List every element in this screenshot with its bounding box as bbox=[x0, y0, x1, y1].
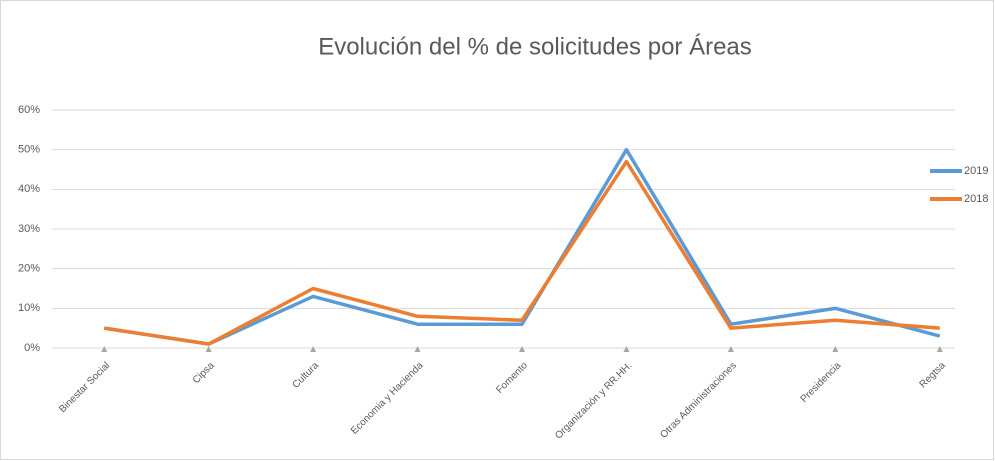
tick-marker bbox=[310, 346, 317, 352]
tick-marker bbox=[832, 346, 839, 352]
legend-label: 2019 bbox=[964, 165, 988, 177]
chart-title: Evolución del % de solicitudes por Áreas bbox=[318, 33, 752, 60]
tick-marker bbox=[936, 346, 943, 352]
y-tick-label: 50% bbox=[18, 144, 40, 156]
series-line bbox=[103, 159, 940, 346]
y-tick-label: 60% bbox=[18, 104, 40, 116]
tick-marker bbox=[101, 346, 108, 352]
y-tick-label: 40% bbox=[18, 183, 40, 195]
legend-label: 2018 bbox=[964, 193, 988, 205]
y-tick-label: 20% bbox=[18, 263, 40, 275]
y-tick-label: 0% bbox=[24, 342, 40, 354]
tick-marker bbox=[414, 346, 421, 352]
tick-marker bbox=[727, 346, 734, 352]
tick-marker bbox=[205, 346, 212, 352]
series-line bbox=[103, 147, 941, 346]
y-tick-label: 30% bbox=[18, 223, 40, 235]
tick-marker bbox=[519, 346, 525, 352]
tick-marker bbox=[623, 346, 630, 352]
y-tick-label: 10% bbox=[18, 302, 40, 314]
